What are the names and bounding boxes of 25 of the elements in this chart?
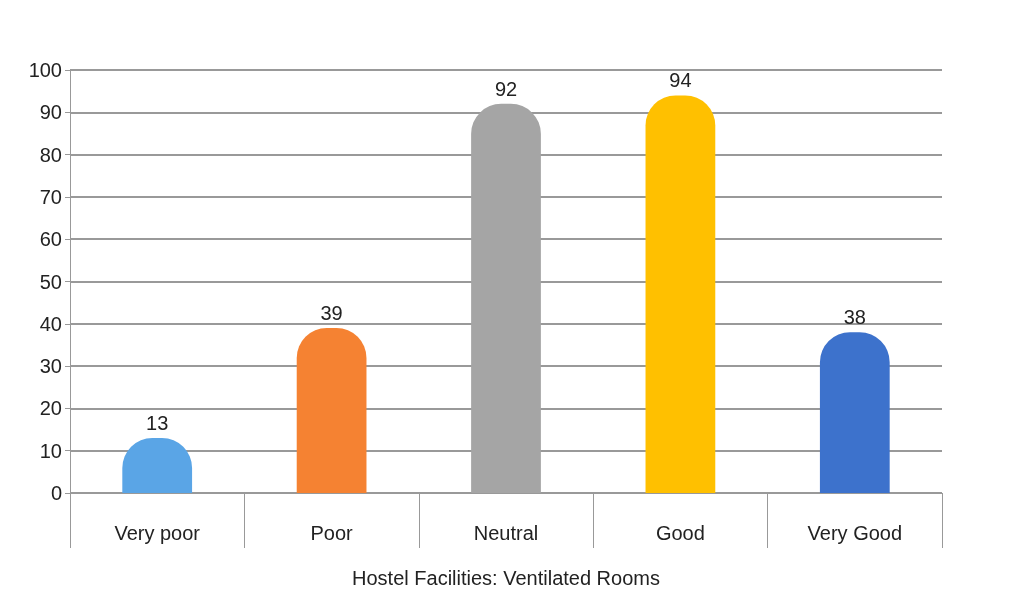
data-label: 92	[494, 77, 518, 100]
y-tick-label: 90	[39, 101, 62, 124]
data-label: 13	[146, 412, 169, 435]
y-tick-label: 30	[39, 355, 62, 378]
x-tick-label: Poor	[310, 522, 354, 544]
data-label: 38	[843, 306, 866, 329]
data-label: 39	[320, 302, 343, 325]
y-tick-label: 0	[50, 482, 62, 504]
y-tick-label: 10	[39, 439, 62, 462]
x-tick-label: Good	[655, 522, 705, 544]
y-tick-label: 80	[39, 143, 62, 166]
x-tick-label: Very Good	[807, 522, 903, 544]
bar	[296, 328, 367, 493]
x-tick-label: Very poor	[114, 522, 201, 544]
y-tick-label: 60	[39, 228, 62, 251]
y-tick-label: 40	[39, 312, 62, 335]
y-tick-label: 100	[28, 59, 62, 81]
x-axis-title: Hostel Facilities: Ventilated Rooms	[352, 567, 660, 589]
x-tick-label: Neutral	[473, 522, 539, 544]
data-label: 94	[669, 69, 692, 92]
y-tick-label: 70	[39, 185, 62, 208]
y-tick-label: 20	[39, 397, 62, 420]
bar	[645, 95, 716, 493]
bar	[819, 332, 890, 493]
y-tick-label: 50	[39, 270, 62, 293]
